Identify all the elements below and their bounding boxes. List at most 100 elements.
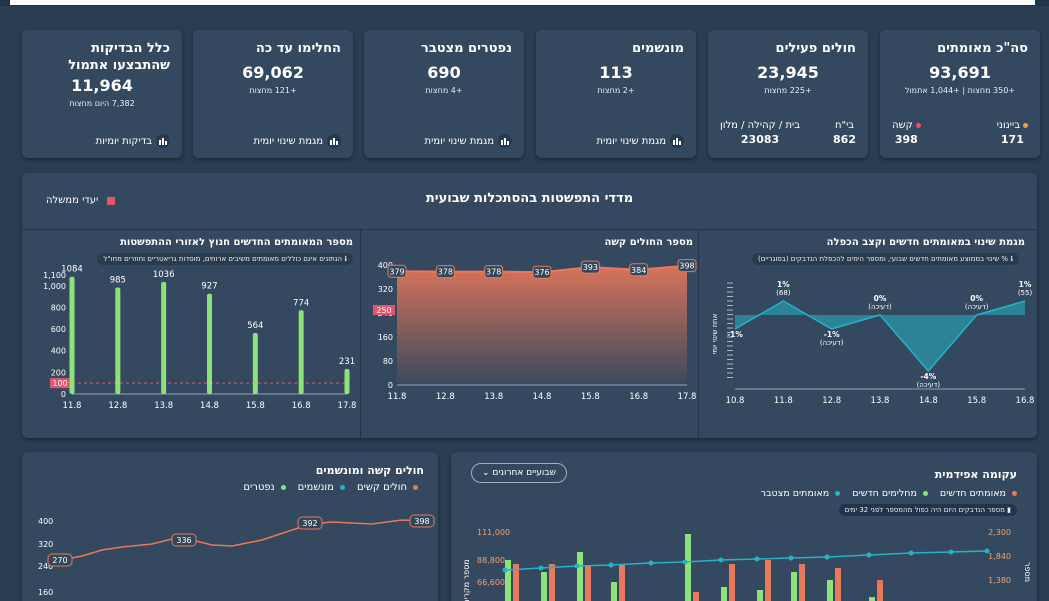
severe-chart-title: מספר החולים קשה	[604, 237, 693, 248]
kpi-sub: +2 מחצות	[597, 86, 635, 95]
bar	[685, 534, 691, 601]
daily-tests-link[interactable]: בדיקות יומיות	[96, 134, 170, 148]
bar	[577, 552, 583, 601]
y-tick-label: 400	[51, 347, 66, 356]
kpi-sub: +4 מחצות	[425, 86, 463, 95]
kpi-tests: כלל הבדיקות שהתבצעו אתמול 11,964 7,382 ה…	[22, 30, 182, 158]
split-value: 398	[894, 133, 918, 146]
bar	[344, 369, 350, 394]
split-value: 171	[1000, 133, 1024, 146]
weekly-panel: מדדי התפשטות בהסתכלות שבועית יעדי ממשלה …	[22, 173, 1037, 438]
bar	[835, 568, 841, 601]
kpi-title: נפטרים מצטבר	[421, 41, 512, 56]
trend-area	[735, 301, 1025, 371]
x-tick-label: 12.8	[822, 396, 841, 406]
split-value: 23083	[740, 133, 780, 146]
legend-cumulative: מאומתים מצטבר	[761, 488, 841, 499]
x-tick-label: 15.8	[967, 396, 986, 406]
point-label-box	[47, 553, 73, 567]
point-value-label: 376	[534, 268, 549, 277]
point-value-label: 384	[631, 266, 646, 275]
kpi-sub: +225 מחצות	[764, 86, 812, 95]
x-tick-label: 12.8	[436, 392, 455, 402]
legend-new-recovered: מחלימים חדשים	[852, 488, 928, 499]
info-icon: ℹ	[1010, 255, 1013, 263]
kpi-split: ביינוני 171 קשה 398	[892, 120, 1028, 146]
kpi-title: חולים פעילים	[775, 41, 856, 56]
target-label: 250	[376, 306, 391, 315]
x-tick-label: 17.8	[338, 401, 357, 411]
y-tick-label: 0	[388, 381, 393, 390]
bar	[513, 564, 519, 601]
bar-chart-icon	[498, 134, 512, 148]
x-tick-label: 13.8	[871, 396, 890, 406]
point-value-label: 270	[52, 556, 67, 565]
kpi-value: 93,691	[929, 63, 991, 82]
bar	[69, 276, 75, 394]
info-icon: ℹ	[344, 255, 347, 263]
legend-label: מאומתים מצטבר	[760, 488, 830, 499]
bar	[207, 293, 212, 394]
point-label-box	[677, 259, 697, 273]
bar	[721, 587, 727, 601]
kpi-sub: 7,382 היום מחצות	[69, 99, 135, 108]
target-label: 100	[52, 379, 67, 388]
point-pct-label: 1%	[1019, 280, 1032, 289]
chevron-down-icon: ⌄	[482, 468, 490, 478]
kpi-value: 690	[427, 63, 461, 82]
point-sub-label: (דעיכה)	[868, 303, 892, 311]
x-tick-label: 15.8	[581, 392, 600, 402]
point-label-box	[387, 264, 407, 278]
split-severe: קשה 398	[892, 120, 921, 146]
kpi-sub: +121 מחצות	[249, 86, 297, 95]
y-tick-label: 320	[38, 540, 53, 549]
period-dropdown[interactable]: ⌄ שבועיים אחרונים	[471, 463, 567, 483]
weekly-divider-top	[22, 229, 1037, 230]
point-label-box	[629, 263, 649, 277]
bar	[619, 564, 625, 601]
footer-label: מגמת שינוי יומית	[596, 135, 666, 147]
weekly-divider-2	[698, 229, 699, 438]
left-tick-label: 88,800	[477, 556, 505, 565]
y-tick-label: 1,000	[43, 282, 66, 291]
bar	[765, 560, 771, 601]
moderate-dot	[1023, 123, 1028, 128]
cumulative-point	[824, 554, 830, 560]
bar-value-label: 1036	[153, 270, 175, 280]
bar	[161, 281, 167, 394]
trend-chart-title: מגמת שינוי במאומתים חדשים וקצב הכפלה	[826, 237, 1025, 248]
cumulative-point	[984, 548, 990, 554]
cumulative-point	[788, 555, 794, 561]
y-tick-label: 160	[378, 333, 393, 342]
x-tick-label: 16.8	[292, 401, 311, 411]
y-tick-label: 400	[38, 517, 53, 526]
trend-note: ℹ % שינוי בממוצע מאומתים חדשים שבועי, ומ…	[752, 253, 1019, 265]
y-tick-label: 400	[378, 261, 393, 270]
point-label-box	[435, 265, 455, 279]
right-tick-label: 1,380	[988, 576, 1011, 585]
x-tick-label: 14.8	[919, 396, 938, 406]
daily-trend-link[interactable]: מגמת שינוי יומית	[597, 134, 684, 148]
trend-chart: אחוז שינוי יומי -1%10.81%(68)11.8-1%(דעיכ…	[711, 280, 1034, 406]
point-value-label: 398	[414, 517, 429, 526]
bar	[827, 580, 833, 601]
point-label-box	[484, 265, 504, 279]
bar	[693, 592, 699, 601]
bar	[549, 564, 555, 601]
daily-trend-link[interactable]: מגמת שינוי יומית	[425, 134, 512, 148]
y-tick-label: 320	[378, 285, 393, 294]
legend-swatch	[101, 196, 122, 205]
bar	[877, 580, 883, 601]
bar-chart-icon	[327, 134, 341, 148]
legend-new-cases: מאומתים חדשים	[940, 488, 1017, 499]
legend-dot	[1012, 491, 1017, 496]
legend-ventilated: מונשמים	[298, 482, 345, 493]
daily-trend-link[interactable]: מגמת שינוי יומית	[254, 134, 341, 148]
legend-dot	[280, 485, 286, 490]
footer-label: מגמת שינוי יומית	[424, 135, 494, 147]
y-tick-label: 600	[51, 325, 66, 334]
x-tick-label: 11.8	[63, 401, 82, 411]
bar	[298, 310, 304, 394]
kpi-active-patients: חולים פעילים 23,945 +225 מחצות בי"ח 862 ב…	[708, 30, 868, 158]
cumulative-point	[648, 560, 654, 566]
